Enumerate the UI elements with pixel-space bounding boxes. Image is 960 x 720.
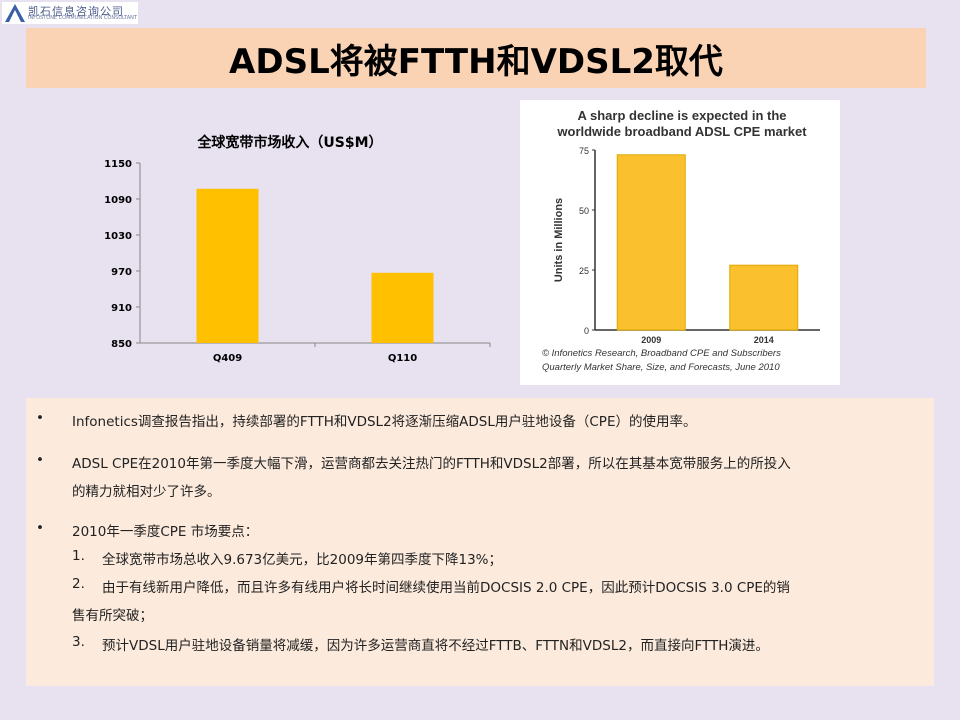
company-logo: 凯石信息咨询公司 INFOSTONE COMMUNICATION CONSULT… xyxy=(2,2,138,24)
bullet-1-text: Infonetics调查报告指出，持续部署的FTTH和VDSL2将逐渐压缩ADS… xyxy=(72,414,697,430)
y-axis-label: Units in Millions xyxy=(553,198,565,282)
x-tick-label: Q110 xyxy=(388,353,417,364)
bullet-2-text-line2: 的精力就相对少了许多。 xyxy=(72,484,221,500)
logo-name-cn: 凯石信息咨询公司 xyxy=(28,5,124,18)
item-1-text: 全球宽带市场总收入9.673亿美元，比2009年第四季度下降13%； xyxy=(102,552,503,568)
chart-title-line2: worldwide broadband ADSL CPE market xyxy=(556,124,807,139)
bar-2014 xyxy=(729,264,799,331)
y-tick-label: 25 xyxy=(579,266,589,276)
bar-2009 xyxy=(616,154,686,331)
bullet-symbol: • xyxy=(36,520,44,536)
adsl-cpe-chart: A sharp decline is expected in the worldw… xyxy=(520,100,840,385)
y-tick-label: 910 xyxy=(111,303,132,314)
chart-title-line1: A sharp decline is expected in the xyxy=(577,108,786,123)
y-tick-label: 75 xyxy=(579,146,589,156)
y-tick-label: 1150 xyxy=(104,159,132,170)
adsl-cpe-chart-svg: A sharp decline is expected in theworldw… xyxy=(520,100,840,385)
y-tick-label: 1090 xyxy=(104,195,132,206)
revenue-chart: 全球宽带市场收入（US$M） 850 910 970 1030 1090 1150 Q409 Q… xyxy=(100,120,500,380)
item-number: 1. xyxy=(72,548,85,564)
x-tick-label: 2014 xyxy=(754,335,774,345)
y-tick-label: 1030 xyxy=(104,231,132,242)
logo-icon xyxy=(5,4,25,22)
bullet-2-text-line1: ADSL CPE在2010年第一季度大幅下滑，运营商都去关注热门的FTTH和VD… xyxy=(72,456,791,472)
source-line2: Quarterly Market Share, Size, and Foreca… xyxy=(542,362,780,373)
x-tick-label: Q409 xyxy=(213,353,242,364)
bullet-symbol: • xyxy=(36,452,44,468)
y-tick-label: 0 xyxy=(584,326,589,336)
slide-title: ADSL将被FTTH和VDSL2取代 xyxy=(229,41,723,82)
item-3-text: 预计VDSL用户驻地设备销量将减缓，因为许多运营商直将不经过FTTB、FTTN和… xyxy=(102,638,769,654)
source-line1: © Infonetics Research, Broadband CPE and… xyxy=(542,348,781,359)
y-tick-label: 970 xyxy=(111,267,132,278)
y-tick-label: 850 xyxy=(111,339,132,350)
x-tick-label: 2009 xyxy=(641,335,661,345)
bar-Q409 xyxy=(196,188,259,343)
bullet-3-text: 2010年一季度CPE 市场要点： xyxy=(72,524,259,540)
item-number: 2. xyxy=(72,576,85,592)
logo-name-en: INFOSTONE COMMUNICATION CONSULTANT xyxy=(28,15,137,21)
bullet-symbol: • xyxy=(36,410,44,426)
y-tick-label: 50 xyxy=(579,206,589,216)
chart-title: 全球宽带市场收入（US$M） xyxy=(196,134,382,151)
bar-Q110 xyxy=(371,272,434,343)
title-bar: ADSL将被FTTH和VDSL2取代 xyxy=(26,28,926,88)
revenue-chart-svg: 全球宽带市场收入（US$M） 850 910 970 1030 1090 1150 Q409 Q… xyxy=(104,134,491,364)
item-2-text-line2: 售有所突破； xyxy=(72,608,153,624)
item-2-text-line1: 由于有线新用户降低，而且许多有线用户将长时间继续使用当前DOCSIS 2.0 C… xyxy=(102,580,790,596)
content-box: • Infonetics调查报告指出，持续部署的FTTH和VDSL2将逐渐压缩A… xyxy=(26,398,934,686)
item-number: 3. xyxy=(72,634,85,650)
